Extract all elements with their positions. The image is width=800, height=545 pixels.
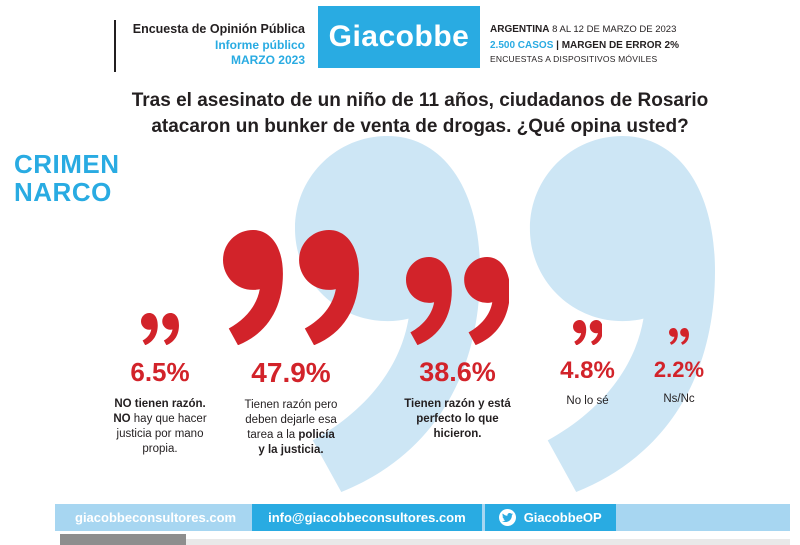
report-date: MARZO 2023 bbox=[230, 52, 305, 67]
answer-description: NO tienen razón. NO hay que hacer justic… bbox=[113, 398, 207, 455]
email-link[interactable]: info@giacobbeconsultores.com bbox=[252, 504, 482, 531]
report-type-label: Encuesta de Opinión Pública bbox=[132, 22, 305, 36]
survey-method: ENCUESTAS A DISPOSITIVOS MÓVILES bbox=[490, 54, 658, 65]
result-column-2: 47.9% Tienen razón pero deben dejarle es… bbox=[216, 215, 366, 458]
header-left-block: Encuesta de Opinión Pública Informe públ… bbox=[118, 22, 305, 68]
twitter-link[interactable]: GiacobbeOP bbox=[484, 504, 616, 531]
header-divider bbox=[114, 20, 116, 72]
bottom-light-strip bbox=[186, 539, 790, 545]
result-column-5: 2.2% Ns/Nc bbox=[640, 215, 718, 407]
result-column-4: 4.8% No lo sé bbox=[535, 215, 640, 409]
twitter-handle: GiacobbeOP bbox=[523, 510, 602, 525]
percentage-value: 2.2% bbox=[653, 357, 705, 382]
answer-description: No lo sé bbox=[566, 395, 609, 407]
percentage-value: 47.9% bbox=[251, 357, 331, 388]
giacobbe-logo-text: Giacobbe bbox=[328, 20, 470, 53]
answer-description: Ns/Nc bbox=[663, 393, 695, 405]
topic-label: CRIMEN NARCO bbox=[14, 149, 120, 208]
website-link[interactable]: giacobbeconsultores.com bbox=[75, 510, 237, 525]
footer-bar: giacobbeconsultores.com info@giacobbecon… bbox=[55, 504, 790, 531]
result-column-1: 6.5% NO tienen razón. NO hay que hacer j… bbox=[100, 215, 220, 457]
quote-mark-icon bbox=[669, 328, 689, 345]
bottom-grey-strip bbox=[60, 534, 186, 545]
question-title: Tras el asesinato de un niño de 11 años,… bbox=[131, 90, 709, 138]
survey-country-dates: ARGENTINA 8 AL 12 DE MARZO DE 2023 bbox=[490, 24, 677, 35]
giacobbe-logo: Giacobbe bbox=[318, 6, 480, 68]
header-right-block: ARGENTINA 8 AL 12 DE MARZO DE 2023 2.500… bbox=[490, 24, 790, 65]
quote-mark-icon bbox=[223, 230, 359, 345]
percentage-value: 6.5% bbox=[130, 357, 190, 387]
percentage-value: 38.6% bbox=[419, 357, 496, 387]
result-column-3: 38.6% Tienen razón y está perfecto lo qu… bbox=[380, 215, 535, 442]
answer-description: Tienen razón y está perfecto lo que hici… bbox=[404, 398, 511, 440]
twitter-bird-icon bbox=[498, 509, 516, 526]
survey-sample-info: 2.500 CASOS | MARGEN DE ERROR 2% bbox=[490, 39, 679, 51]
percentage-value: 4.8% bbox=[560, 357, 615, 384]
answer-description: Tienen razón pero deben dejarle esa tare… bbox=[244, 399, 338, 456]
quote-mark-icon bbox=[573, 320, 603, 345]
quote-mark-icon bbox=[406, 257, 510, 345]
report-subtitle: Informe público bbox=[215, 37, 305, 52]
quote-mark-icon bbox=[141, 313, 179, 345]
